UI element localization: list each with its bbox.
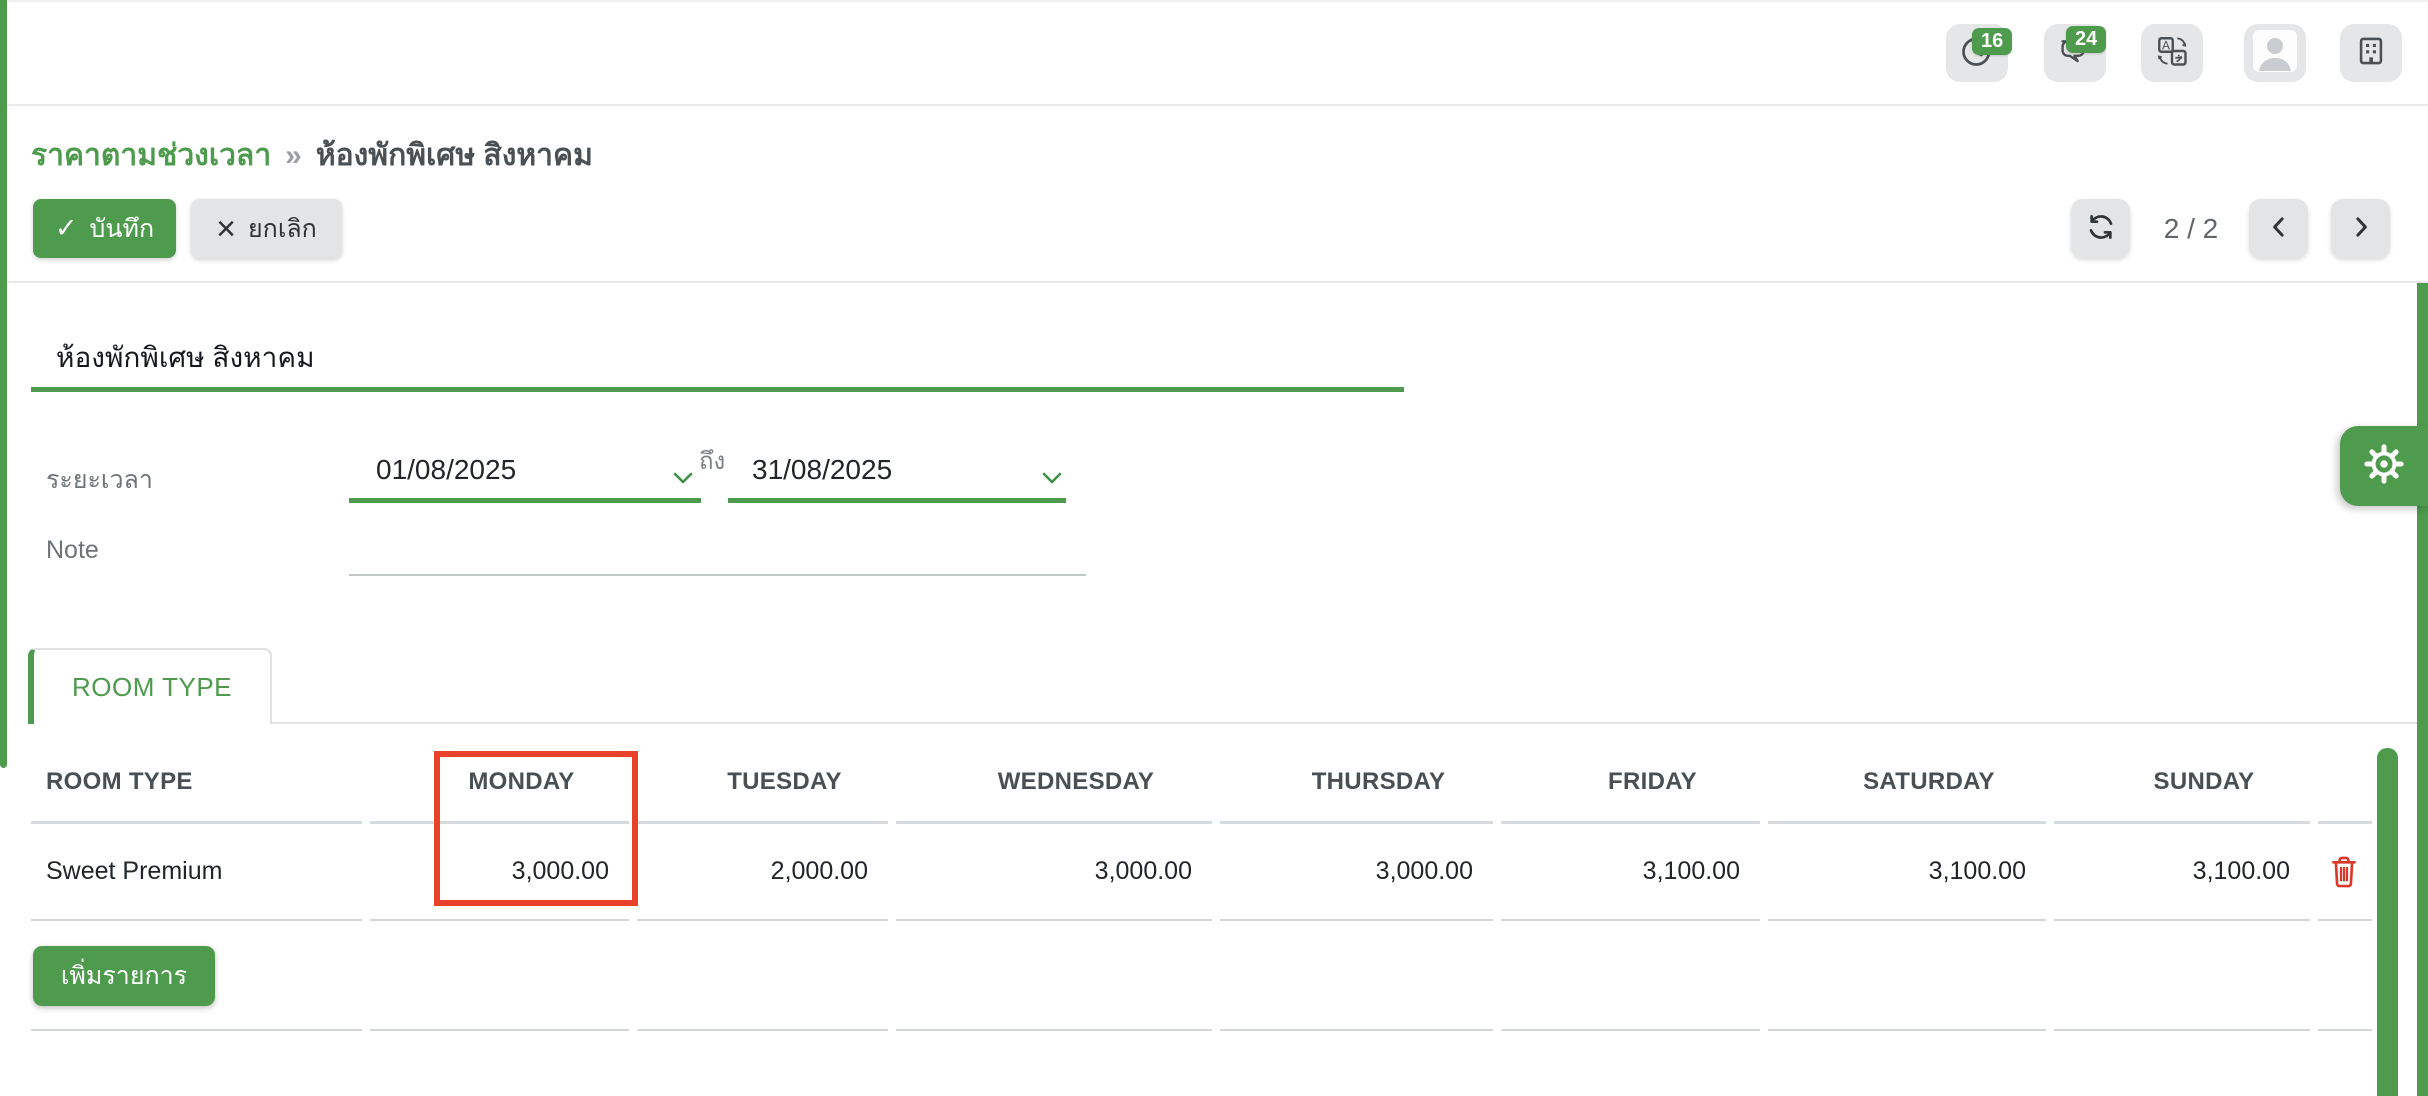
price-cell-tuesday[interactable]: 2,000.00 <box>770 857 868 885</box>
avatar <box>2250 27 2300 80</box>
tab-baseline <box>272 722 2417 724</box>
close-icon: × <box>216 209 237 248</box>
breadcrumb: ราคาตามช่วงเวลา » ห้องพักพิเศษ สิงหาคม <box>31 132 593 179</box>
column-header-wednesday: WEDNESDAY <box>997 768 1155 795</box>
refresh-button[interactable] <box>2071 199 2130 258</box>
chevron-right-icon <box>2346 212 2376 245</box>
top-bar: 16 24 A <box>0 0 2428 106</box>
period-label: ระยะเวลา <box>46 466 153 494</box>
trash-icon <box>2329 856 2359 892</box>
price-period-name-field[interactable]: ห้องพักพิเศษ สิงหาคม <box>56 342 315 373</box>
property-button[interactable] <box>2340 24 2402 82</box>
svg-text:A: A <box>2162 38 2170 52</box>
price-cell-friday[interactable]: 3,100.00 <box>1642 857 1740 885</box>
column-header-thursday: THURSDAY <box>1311 768 1446 795</box>
note-label: Note <box>46 536 99 564</box>
breadcrumb-separator: » <box>285 139 302 172</box>
save-button-label: บันทึก <box>89 214 155 243</box>
messages-count-badge: 24 <box>2066 26 2107 53</box>
date-to-field[interactable]: 31/08/2025 <box>752 454 893 485</box>
date-to-chevron-down-icon[interactable] <box>1041 471 1063 490</box>
history-count-badge: 16 <box>1972 28 2013 55</box>
section-divider <box>0 281 2428 283</box>
table-footer-row <box>31 921 2372 1031</box>
next-page-button[interactable] <box>2331 199 2390 258</box>
column-header-room-type: ROOM TYPE <box>46 768 193 795</box>
language-button[interactable]: A <box>2141 24 2203 82</box>
table-scrollbar[interactable] <box>2377 748 2398 1096</box>
date-from-field[interactable]: 01/08/2025 <box>376 454 517 485</box>
column-header-monday: MONDAY <box>468 768 575 795</box>
delete-row-button[interactable] <box>2328 853 2360 891</box>
room-type-cell[interactable]: Sweet Premium <box>46 857 223 885</box>
price-period-name-underline <box>31 387 1404 392</box>
price-cell-wednesday[interactable]: 3,000.00 <box>1094 857 1192 885</box>
column-header-friday: FRIDAY <box>1608 768 1697 795</box>
translate-icon: A <box>2154 33 2190 74</box>
price-cell-thursday[interactable]: 3,000.00 <box>1375 857 1473 885</box>
date-from-chevron-down-icon[interactable] <box>672 471 694 490</box>
tab-room-type[interactable]: ROOM TYPE <box>28 648 272 724</box>
add-item-button[interactable]: เพิ่มรายการ <box>33 946 215 1006</box>
page-title: ห้องพักพิเศษ สิงหาคม <box>315 139 593 172</box>
previous-page-button[interactable] <box>2249 199 2308 258</box>
table-row: Sweet Premium 3,000.00 2,000.00 3,000.00… <box>31 824 2372 921</box>
add-item-button-label: เพิ่มรายการ <box>60 962 188 990</box>
column-header-sunday: SUNDAY <box>2153 768 2255 795</box>
note-underline[interactable] <box>349 574 1086 576</box>
settings-button[interactable] <box>2340 426 2428 506</box>
to-label: ถึง <box>699 448 726 475</box>
cancel-button-label: ยกเลิก <box>248 214 317 243</box>
column-header-saturday: SATURDAY <box>1863 768 1995 795</box>
check-icon: ✓ <box>54 213 78 243</box>
column-header-tuesday: TUESDAY <box>727 768 842 795</box>
save-button[interactable]: ✓ บันทึก <box>33 199 176 258</box>
breadcrumb-parent-link[interactable]: ราคาตามช่วงเวลา <box>31 139 272 172</box>
gear-icon <box>2362 442 2406 491</box>
price-cell-monday[interactable]: 3,000.00 <box>511 857 609 885</box>
cancel-button[interactable]: × ยกเลิก <box>191 199 342 258</box>
building-icon <box>2354 34 2388 73</box>
profile-button[interactable] <box>2244 24 2306 82</box>
refresh-icon <box>2085 211 2117 246</box>
price-cell-saturday[interactable]: 3,100.00 <box>1928 857 2026 885</box>
right-edge-scrollbar[interactable] <box>2417 283 2428 1096</box>
tab-room-type-label: ROOM TYPE <box>71 671 233 702</box>
table-header-row: ROOM TYPE MONDAY TUESDAY WEDNESDAY THURS… <box>31 740 2372 824</box>
page-indicator: 2 / 2 <box>2163 212 2219 244</box>
left-scrollbar[interactable] <box>0 0 7 768</box>
date-to-underline <box>728 498 1066 503</box>
chevron-left-icon <box>2264 212 2294 245</box>
date-from-underline <box>349 498 701 503</box>
price-cell-sunday[interactable]: 3,100.00 <box>2192 857 2290 885</box>
